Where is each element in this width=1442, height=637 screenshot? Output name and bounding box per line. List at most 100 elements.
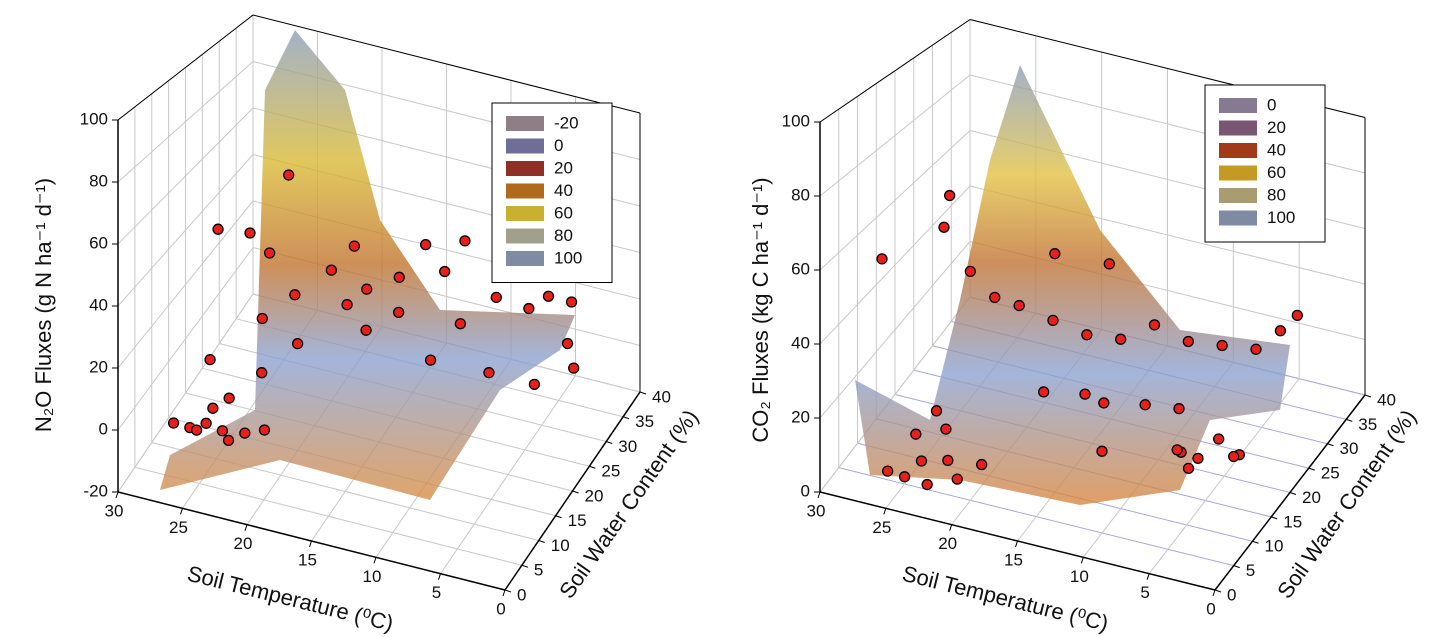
data-point	[454, 318, 467, 330]
x-tick-label: 25	[169, 518, 188, 537]
tick-mark	[1233, 565, 1240, 569]
legend-swatch	[506, 251, 544, 266]
legend-label: 20	[554, 158, 573, 177]
tick-mark	[1252, 540, 1259, 544]
data-point	[207, 402, 219, 414]
data-point	[1013, 299, 1025, 312]
data-point	[263, 247, 276, 259]
legend-swatch	[1219, 143, 1257, 158]
legend-swatch	[1219, 165, 1257, 181]
data-point	[1171, 444, 1183, 456]
data-point	[898, 471, 911, 483]
legend: -20 0 20 40 60 80 100	[491, 102, 613, 283]
y-tick-label: 30	[1340, 439, 1359, 458]
data-point	[256, 312, 268, 325]
data-point	[283, 169, 295, 181]
data-point	[1213, 433, 1225, 445]
data-point	[1098, 397, 1110, 409]
axis-line	[117, 491, 506, 591]
data-point	[1115, 333, 1127, 345]
grid-line	[440, 375, 576, 574]
data-point	[1103, 258, 1115, 270]
tick-mark	[521, 564, 529, 568]
y-tick-label: 25	[1321, 464, 1340, 483]
data-point	[1049, 248, 1061, 260]
data-point	[930, 405, 943, 417]
x-tick-label: 10	[1070, 567, 1089, 586]
tick-mark	[1308, 467, 1315, 471]
axis-line	[1214, 394, 1366, 591]
z-tick-label: 80	[791, 185, 810, 204]
data-point	[392, 306, 405, 319]
data-point	[341, 299, 353, 311]
data-point	[565, 296, 578, 308]
z-tick-label: 80	[89, 171, 108, 190]
data-point	[940, 423, 952, 435]
tick-mark	[244, 524, 248, 531]
grid-line	[1148, 378, 1300, 574]
legend-label: 80	[554, 226, 573, 245]
y-axis-label: Soil Water Content (%)	[554, 405, 703, 603]
z-tick-label: 20	[89, 357, 108, 376]
y-tick-label: 35	[635, 412, 654, 431]
tick-mark	[438, 573, 441, 580]
data-point	[1274, 325, 1287, 337]
x-tick-label: 30	[807, 501, 826, 520]
data-point	[190, 424, 203, 436]
data-point	[542, 290, 555, 302]
data-point	[1148, 319, 1161, 331]
data-point	[289, 289, 301, 301]
tick-mark	[1271, 516, 1278, 520]
legend-swatch	[506, 161, 544, 176]
data-point	[1182, 335, 1194, 348]
axis-line	[252, 14, 641, 114]
data-point	[258, 424, 271, 436]
tick-mark	[1146, 573, 1150, 580]
grid-line	[117, 293, 254, 493]
y-tick-label: 10	[1265, 537, 1284, 556]
tick-mark	[180, 508, 183, 515]
data-point	[938, 221, 950, 233]
y-tick-label: 0	[1227, 585, 1236, 604]
y-tick-label: 25	[601, 462, 620, 481]
data-point	[1291, 309, 1303, 322]
data-point	[1139, 399, 1151, 411]
x-tick-label: 0	[496, 599, 505, 618]
x-tick-label: 30	[105, 501, 124, 520]
data-point	[951, 473, 963, 485]
data-point	[244, 227, 256, 239]
legend-label: 100	[1267, 208, 1295, 227]
legend-swatch	[506, 116, 544, 131]
z-tick-label: 60	[791, 259, 810, 278]
data-point	[204, 353, 216, 366]
y-tick-label: 35	[1358, 415, 1377, 434]
surface	[160, 30, 575, 500]
axis-line	[504, 391, 641, 591]
data-point	[921, 478, 933, 491]
legend-swatch	[1219, 210, 1257, 226]
data-point	[976, 458, 988, 471]
legend-swatch	[1219, 98, 1257, 113]
data-point	[1038, 386, 1050, 398]
data-point	[424, 354, 437, 366]
surface	[855, 65, 1290, 505]
data-point	[561, 337, 574, 350]
data-point	[216, 425, 229, 437]
tick-mark	[1289, 492, 1297, 495]
data-point	[325, 264, 338, 276]
data-point	[483, 367, 495, 379]
z-axis-label: CO₂ Fluxes (kg C ha⁻¹ d⁻¹)	[748, 177, 773, 442]
data-point	[439, 265, 451, 278]
z-tick-label: -20	[83, 481, 108, 500]
legend-label: 100	[554, 248, 582, 267]
x-tick-label: 5	[1140, 583, 1149, 602]
tick-mark	[949, 524, 953, 531]
data-point	[1250, 343, 1262, 355]
tick-mark	[1212, 589, 1216, 597]
legend-label: 20	[1267, 118, 1286, 137]
legend-swatch	[506, 228, 544, 244]
x-tick-label: 20	[234, 534, 253, 553]
data-point	[1096, 445, 1108, 457]
legend-swatch	[506, 206, 544, 221]
data-point	[490, 291, 502, 304]
